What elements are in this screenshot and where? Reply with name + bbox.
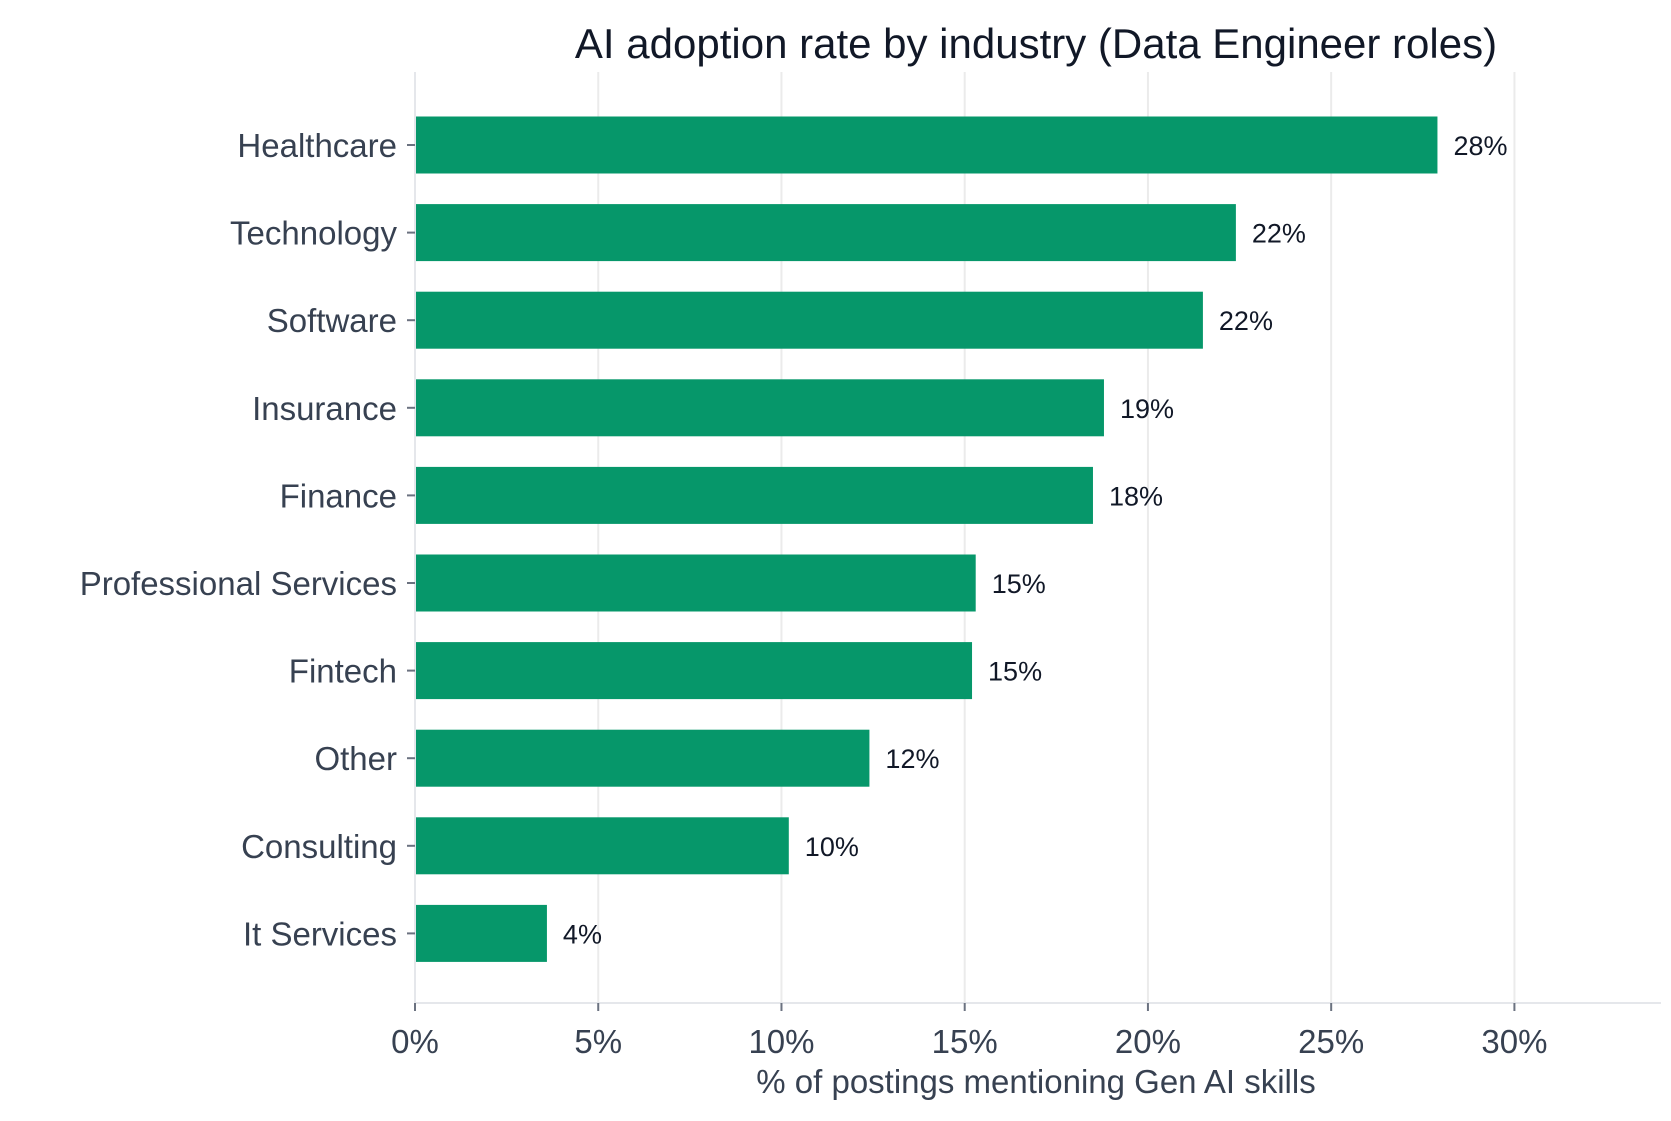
bar: [415, 554, 976, 612]
data-label: 10%: [805, 832, 859, 862]
data-label: 18%: [1109, 481, 1163, 511]
x-tick-label: 30%: [1481, 1023, 1547, 1060]
category-label: Insurance: [252, 390, 397, 427]
category-label: Fintech: [289, 653, 397, 690]
data-label: 28%: [1453, 131, 1507, 161]
bar: [415, 291, 1203, 349]
bars-group: 28% 22% 22% 19% 18% 15% 15% 12% 10% 4%: [415, 116, 1507, 962]
category-label: Technology: [230, 215, 397, 252]
data-label: 15%: [992, 569, 1046, 599]
bar: [415, 204, 1236, 262]
bar: [415, 729, 870, 787]
data-label: 22%: [1252, 219, 1306, 249]
category-label: Healthcare: [237, 127, 397, 164]
x-tick-label: 25%: [1298, 1023, 1364, 1060]
bar: [415, 466, 1093, 524]
data-label: 12%: [885, 744, 939, 774]
category-label: Finance: [280, 477, 397, 514]
category-label: Consulting: [241, 828, 397, 865]
bar: [415, 904, 547, 962]
category-label: Software: [267, 302, 397, 339]
x-tick-label: 15%: [932, 1023, 998, 1060]
data-label: 15%: [988, 657, 1042, 687]
category-label: Other: [314, 740, 397, 777]
x-tick-label: 20%: [1115, 1023, 1181, 1060]
data-label: 4%: [563, 919, 602, 949]
category-label: Professional Services: [80, 565, 397, 602]
x-tick-label: 5%: [574, 1023, 622, 1060]
bar: [415, 642, 973, 700]
category-label: It Services: [243, 915, 397, 952]
bar: [415, 817, 789, 875]
x-tick-label: 0%: [391, 1023, 439, 1060]
data-label: 19%: [1120, 394, 1174, 424]
data-label: 22%: [1219, 306, 1273, 336]
chart-title: AI adoption rate by industry (Data Engin…: [575, 20, 1497, 67]
x-axis-label: % of postings mentioning Gen AI skills: [756, 1063, 1315, 1100]
axes-group: 0% 5% 10% 15% 20% 25% 30% Healthcare Technology S…: [80, 72, 1661, 1060]
bar: [415, 116, 1438, 174]
bar: [415, 379, 1104, 437]
x-tick-label: 10%: [748, 1023, 814, 1060]
